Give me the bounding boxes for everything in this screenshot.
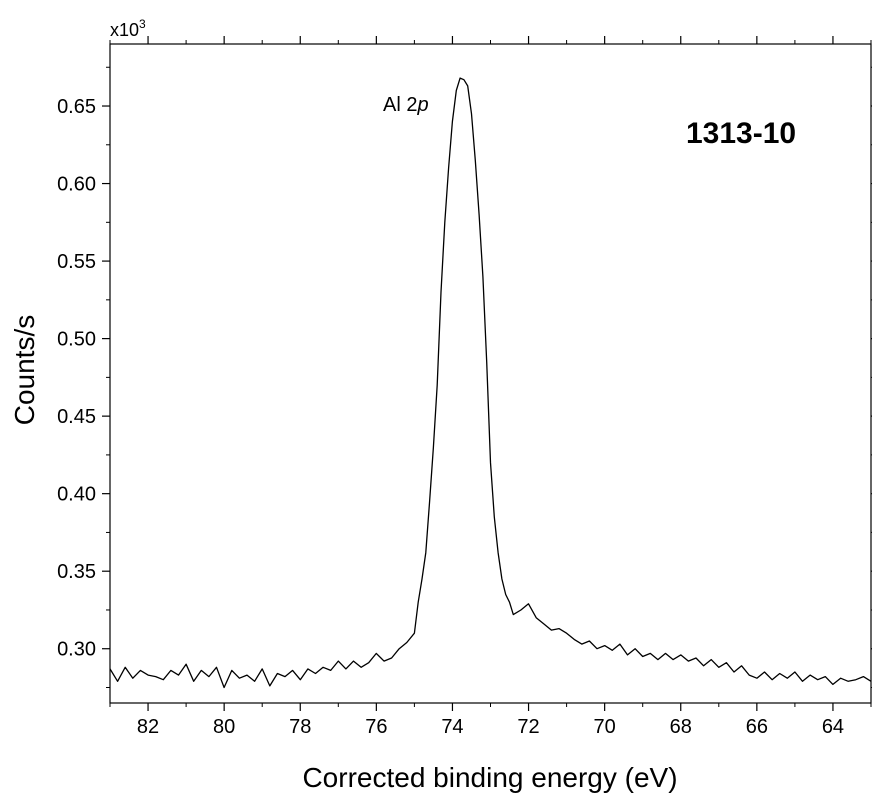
x-tick-label: 66: [746, 716, 768, 738]
x-tick-label: 80: [213, 716, 235, 738]
labels-layer: x103 Counts/s Corrected binding energy (…: [9, 17, 796, 793]
x-tick-label: 72: [517, 716, 539, 738]
y-tick-label: 0.55: [57, 251, 96, 273]
y-tick-label: 0.30: [57, 639, 96, 661]
x-tick-label: 82: [137, 716, 159, 738]
x-axis-title: Corrected binding energy (eV): [302, 762, 677, 793]
y-tick-label: 0.65: [57, 96, 96, 118]
y-tick-label: 0.50: [57, 329, 96, 351]
y-tick-label: 0.40: [57, 484, 96, 506]
x-tick-label: 78: [289, 716, 311, 738]
peak-label-suffix: p: [416, 94, 428, 116]
peak-label: Al 2p: [383, 94, 429, 116]
series-layer: [109, 77, 872, 689]
x-tick-label: 76: [365, 716, 387, 738]
sample-label: 1313-10: [686, 117, 796, 150]
y-axis-title: Counts/s: [9, 315, 40, 426]
ticks-layer: 82 80 78 76 74 72 70 68 66 64 0.30 0.35 0.40 0.45 0.50…: [57, 36, 872, 738]
y-tick-label: 0.45: [57, 406, 96, 428]
y-multiplier-label: x103: [110, 17, 146, 40]
y-multiplier-base: x10: [110, 20, 139, 40]
y-tick-label: 0.35: [57, 561, 96, 583]
x-tick-label: 68: [670, 716, 692, 738]
y-multiplier-exponent: 3: [139, 17, 146, 31]
y-tick-label: 0.60: [57, 174, 96, 196]
spectrum-line: [109, 77, 872, 689]
x-tick-label: 70: [594, 716, 616, 738]
x-tick-label: 74: [441, 716, 463, 738]
x-tick-label: 64: [822, 716, 844, 738]
peak-label-prefix: Al 2: [383, 94, 417, 116]
